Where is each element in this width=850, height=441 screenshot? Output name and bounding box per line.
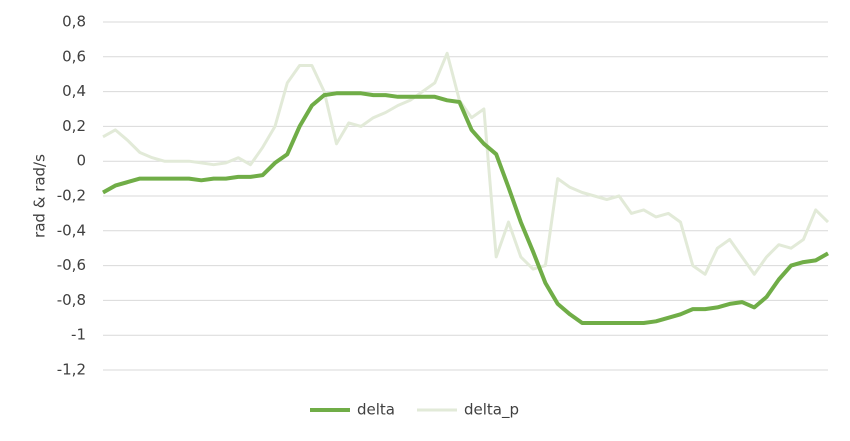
y-tick-label: -0,6 [57,256,86,274]
series-line [102,51,830,276]
y-tick-label: -1,2 [57,361,86,379]
y-tick-label: -0,4 [57,221,86,239]
y-tick-label: 0,2 [62,117,86,135]
y-tick-label: 0 [76,152,86,170]
y-tick-label: 0,8 [62,13,86,31]
legend-label: delta [357,401,395,419]
y-tick-label: -0,2 [57,187,86,205]
y-tick-label: 0,6 [62,47,86,65]
y-axis-label: rad & rad/s [31,154,49,238]
y-tick-label: 0,4 [62,82,86,100]
series-line [102,91,829,325]
y-tick-label: -1 [71,326,86,344]
legend-label: delta_p [464,401,519,420]
y-tick-label: -0,8 [57,291,86,309]
